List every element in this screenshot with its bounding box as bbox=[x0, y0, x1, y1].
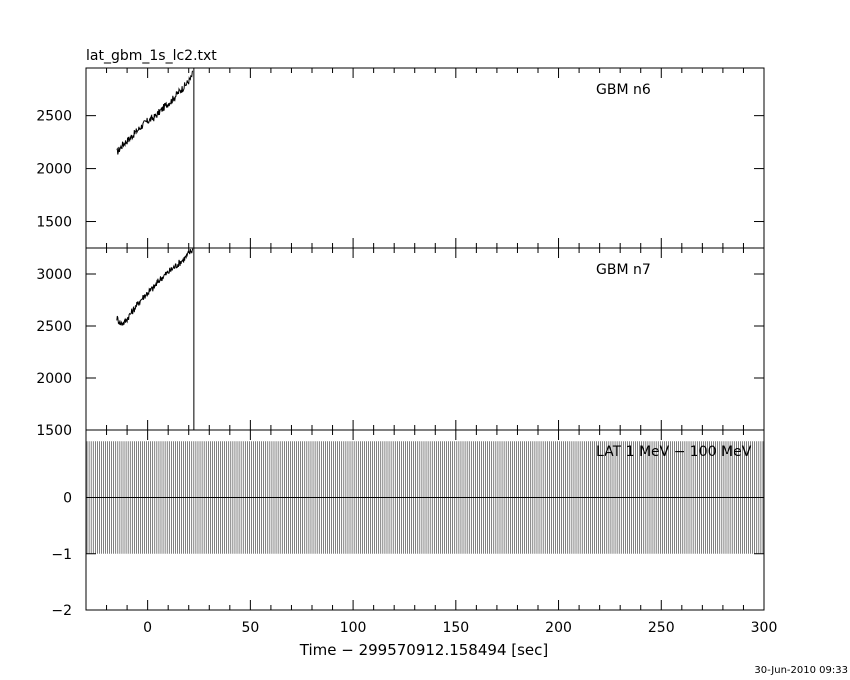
timestamp: 30-Jun-2010 09:33 bbox=[754, 665, 848, 676]
x-axis-label: Time − 299570912.158494 [sec] bbox=[299, 641, 549, 659]
panel-frame bbox=[85, 429, 765, 611]
panel-lat: LAT 1 MeV − 100 MeV −2 −1 0 bbox=[51, 429, 765, 619]
panel-frame bbox=[85, 247, 765, 431]
x-tick-label: 100 bbox=[340, 620, 367, 636]
y-tick-label: −1 bbox=[51, 547, 72, 563]
panel-frame bbox=[85, 67, 765, 249]
light-curve-trace bbox=[116, 70, 194, 155]
light-curve-trace bbox=[116, 248, 194, 326]
panel-gbm-n6: GBM n6 1500 2000 2500 bbox=[36, 67, 765, 249]
y-tick-label: 1500 bbox=[36, 215, 72, 231]
panel-label: GBM n6 bbox=[596, 82, 651, 98]
y-tick-label: 2500 bbox=[36, 319, 72, 335]
panel-gbm-n7: GBM n7 1500 2000 2500 3000 bbox=[36, 247, 765, 439]
panel-label: GBM n7 bbox=[596, 262, 651, 278]
panel-label: LAT 1 MeV − 100 MeV bbox=[596, 444, 752, 460]
x-tick-label: 150 bbox=[442, 620, 469, 636]
y-tick-label: 0 bbox=[63, 491, 72, 507]
y-tick-label: 2000 bbox=[36, 162, 72, 178]
chart-title: lat_gbm_1s_lc2.txt bbox=[86, 48, 217, 64]
y-tick-label: −2 bbox=[51, 603, 72, 619]
y-tick-label: 2000 bbox=[36, 371, 72, 387]
y-tick-label: 2500 bbox=[36, 109, 72, 125]
x-tick-label: 0 bbox=[143, 620, 152, 636]
x-tick-label: 50 bbox=[241, 620, 259, 636]
x-tick-labels: 0 50 100 150 200 250 300 bbox=[143, 620, 777, 636]
y-tick-label: 3000 bbox=[36, 267, 72, 283]
x-tick-label: 250 bbox=[648, 620, 675, 636]
x-tick-label: 200 bbox=[545, 620, 572, 636]
x-tick-label: 300 bbox=[751, 620, 778, 636]
y-tick-label: 1500 bbox=[36, 423, 72, 439]
